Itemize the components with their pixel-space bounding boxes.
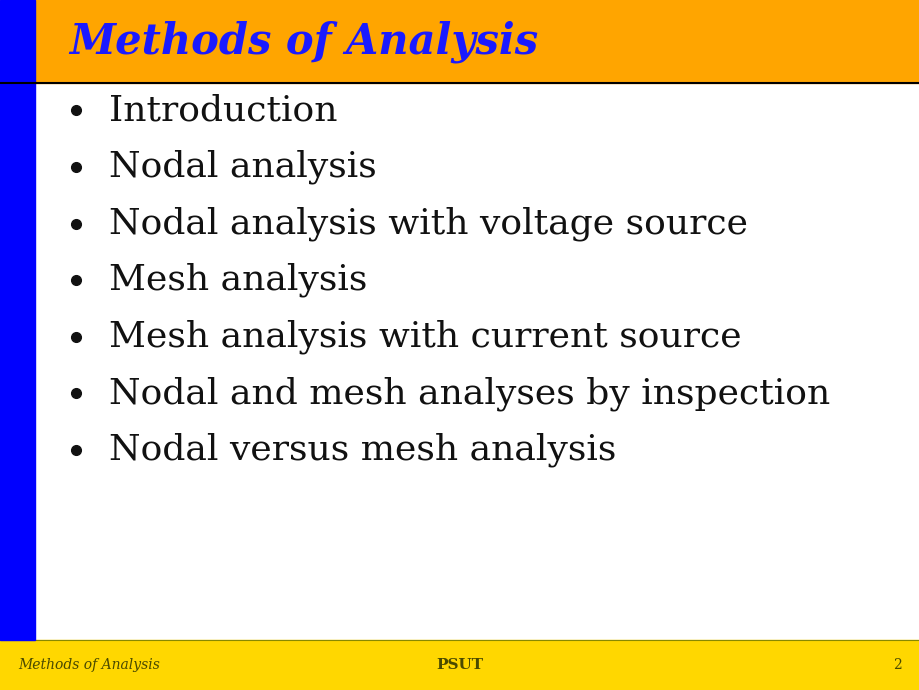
Text: Mesh analysis with current source: Mesh analysis with current source	[108, 319, 741, 354]
Text: Nodal analysis with voltage source: Nodal analysis with voltage source	[108, 206, 747, 241]
Text: 2: 2	[891, 658, 901, 672]
Text: Methods of Analysis: Methods of Analysis	[69, 20, 538, 63]
Text: Nodal versus mesh analysis: Nodal versus mesh analysis	[108, 433, 615, 467]
Text: Nodal analysis: Nodal analysis	[108, 150, 376, 184]
Bar	[0, 0, 35, 640]
Bar	[0, 640, 919, 690]
Text: PSUT: PSUT	[436, 658, 483, 672]
Text: Nodal and mesh analyses by inspection: Nodal and mesh analyses by inspection	[108, 376, 829, 411]
Text: Introduction: Introduction	[108, 93, 336, 128]
Bar	[0, 0, 919, 83]
Text: Mesh analysis: Mesh analysis	[108, 263, 367, 297]
Text: Methods of Analysis: Methods of Analysis	[18, 658, 160, 672]
